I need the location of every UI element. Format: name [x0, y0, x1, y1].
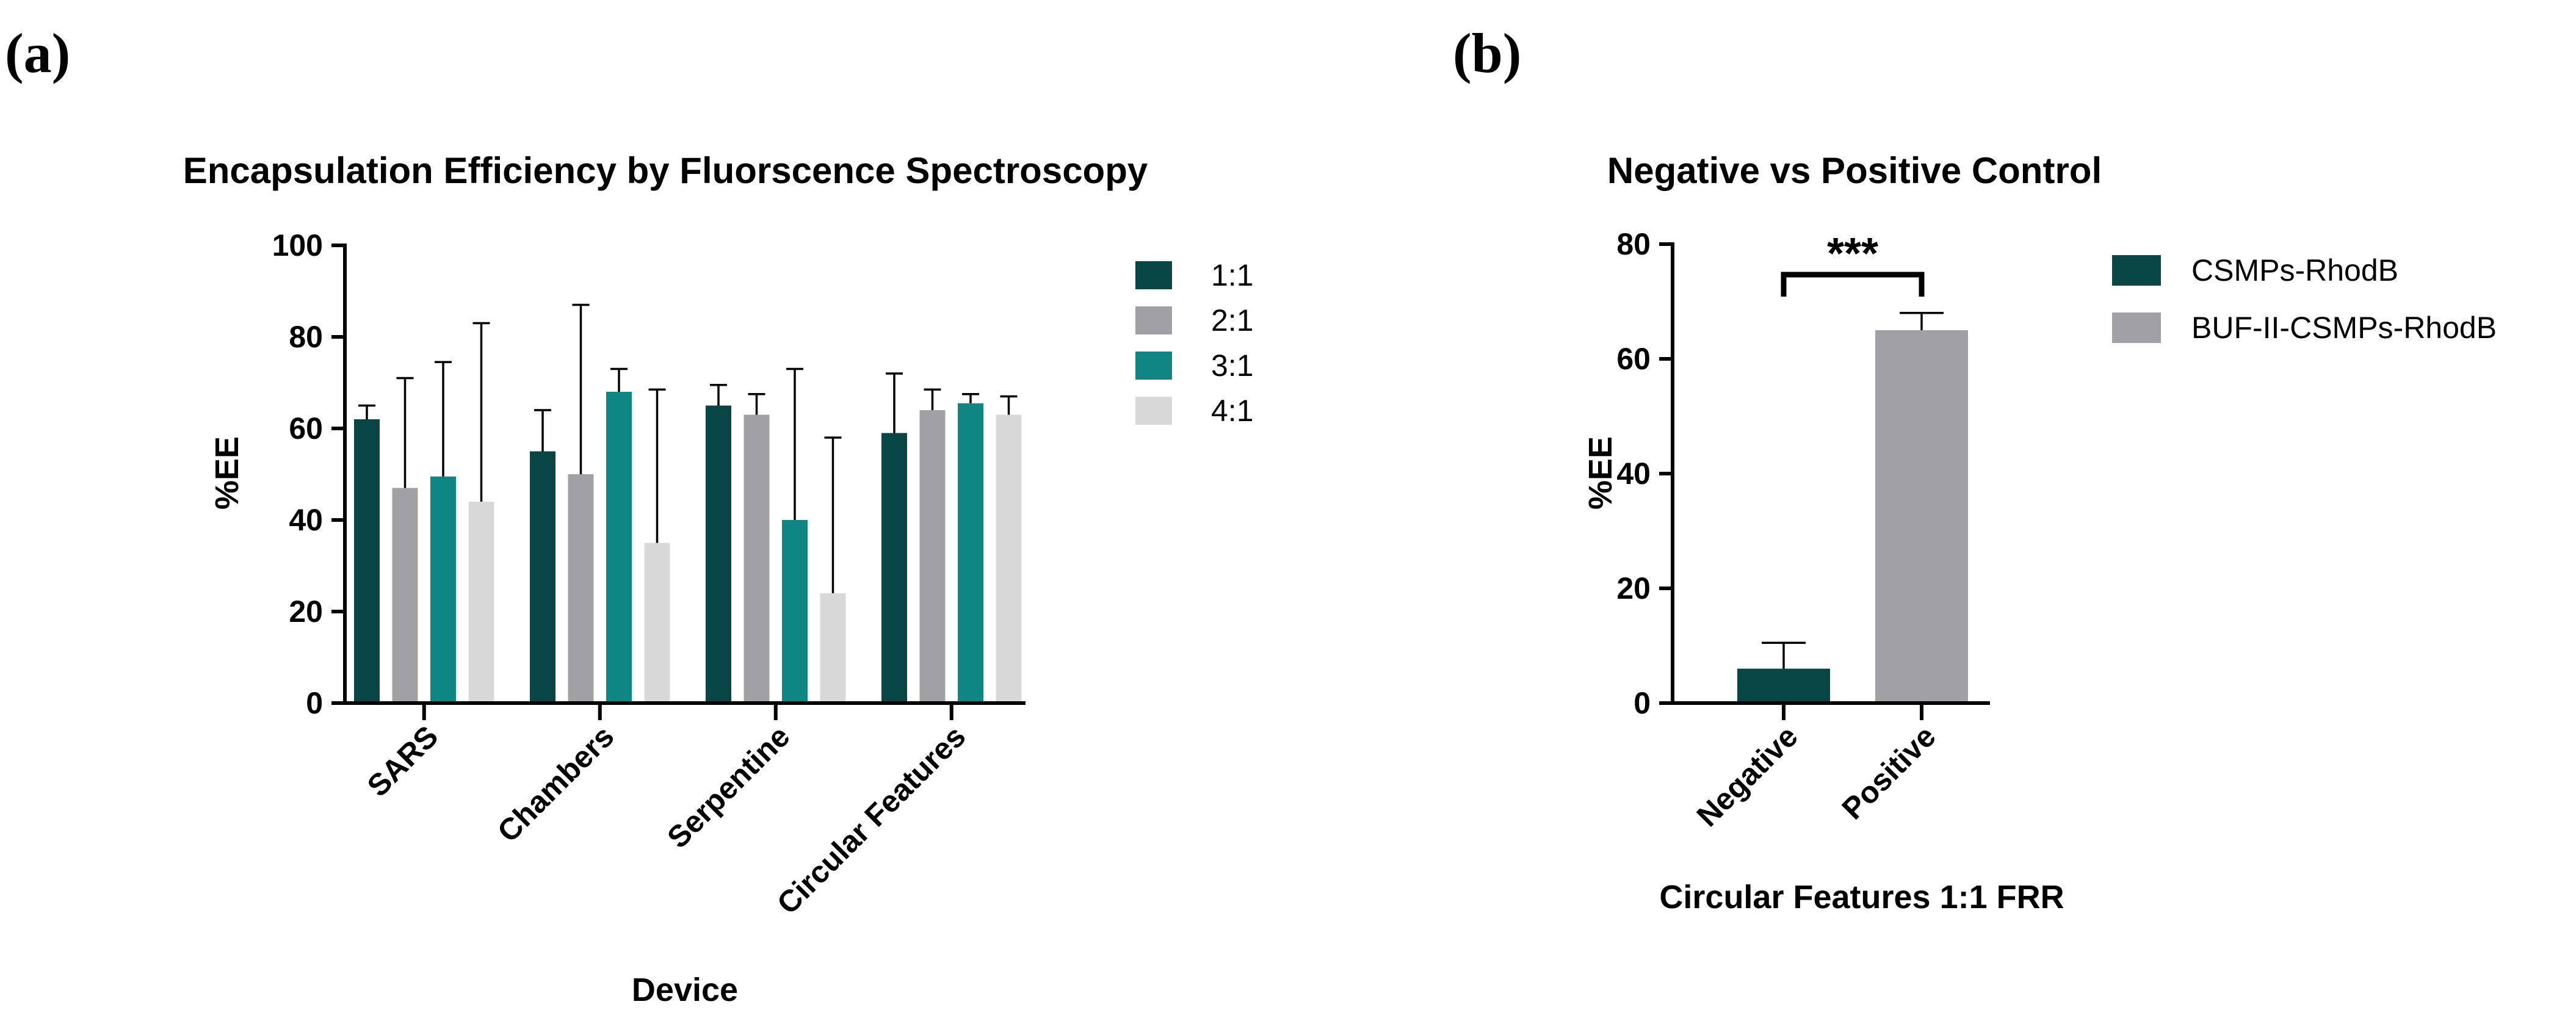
y-tick-label-b: 60	[1616, 342, 1651, 376]
bar-3-1-sars	[430, 476, 456, 703]
legend-label-csmps-rhodb: CSMPs-RhodB	[2191, 253, 2398, 287]
y-tick-label-a: 100	[272, 228, 323, 262]
legend-swatch-2-1	[1135, 306, 1172, 334]
significance-stars: ***	[1827, 229, 1878, 278]
bar-1-1-circular-features	[881, 433, 907, 703]
panel-label-a: (a)	[5, 22, 70, 84]
chart-a-ylabel: %EE	[209, 436, 245, 510]
legend-swatch-3-1	[1135, 352, 1172, 380]
bar-2-1-circular-features	[919, 410, 946, 703]
chart-a: Encapsulation Efficiency by Fluorscence …	[183, 150, 1254, 1008]
legend-label-4-1: 4:1	[1211, 394, 1254, 428]
y-tick-label-a: 80	[289, 320, 323, 354]
y-tick-label-b: 40	[1616, 457, 1651, 491]
legend-swatch-1-1	[1135, 261, 1172, 289]
bar-4-1-circular-features	[996, 414, 1022, 703]
legend-label-1-1: 1:1	[1211, 258, 1254, 292]
category-label-b: Negative	[1690, 719, 1804, 833]
panel-label-b: (b)	[1453, 22, 1521, 84]
category-label-a: Serpentine	[660, 719, 796, 854]
chart-b-title: Negative vs Positive Control	[1607, 150, 2102, 191]
y-tick-label-b: 80	[1616, 227, 1651, 261]
y-tick-label-b: 20	[1616, 571, 1651, 605]
bar-4-1-sars	[468, 502, 494, 703]
chart-b-xlabel: Circular Features 1:1 FRR	[1659, 879, 2064, 915]
category-label-b: Positive	[1836, 719, 1942, 826]
bar-1-1-sars	[354, 419, 380, 703]
legend-label-3-1: 3:1	[1211, 348, 1254, 383]
bar-1-1-chambers	[530, 451, 555, 703]
bar-3-1-serpentine	[782, 520, 808, 703]
y-tick-label-b: 0	[1634, 686, 1651, 720]
bar-3-1-chambers	[606, 392, 632, 703]
bar-negative	[1737, 668, 1830, 703]
chart-a-title: Encapsulation Efficiency by Fluorscence …	[183, 150, 1148, 191]
bar-2-1-chambers	[568, 474, 594, 703]
bar-2-1-serpentine	[743, 414, 770, 703]
y-tick-label-a: 40	[289, 503, 323, 537]
category-label-a: Circular Features	[770, 719, 972, 920]
y-tick-label-a: 0	[306, 686, 323, 720]
chart-b-ylabel: %EE	[1582, 436, 1619, 510]
chart-b: Negative vs Positive Control Circular Fe…	[1582, 150, 2497, 915]
legend-swatch-csmps-rhodb	[2112, 255, 2161, 286]
significance-bracket	[1781, 272, 1925, 297]
legend-swatch-buf-ii-csmps-rhodb	[2112, 312, 2161, 343]
y-tick-label-a: 60	[289, 411, 323, 446]
chart-a-xlabel: Device	[632, 972, 738, 1008]
legend-label-buf-ii-csmps-rhodb: BUF-II-CSMPs-RhodB	[2191, 311, 2497, 345]
bar-2-1-sars	[392, 488, 418, 703]
category-label-a: SARS	[361, 719, 445, 803]
bar-positive	[1875, 330, 1968, 703]
bar-4-1-chambers	[644, 543, 670, 703]
bar-4-1-serpentine	[820, 593, 846, 703]
category-label-a: Chambers	[491, 719, 621, 849]
y-tick-label-a: 20	[289, 594, 323, 629]
legend-label-2-1: 2:1	[1211, 303, 1254, 338]
legend-swatch-4-1	[1135, 397, 1172, 425]
bar-1-1-serpentine	[706, 405, 731, 703]
bar-3-1-circular-features	[958, 403, 983, 703]
